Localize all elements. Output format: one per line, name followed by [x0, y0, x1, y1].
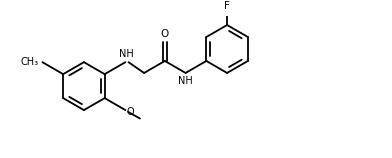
Text: CH₃: CH₃ — [20, 57, 38, 67]
Text: NH: NH — [120, 49, 134, 59]
Text: O: O — [161, 29, 169, 39]
Text: F: F — [224, 1, 230, 11]
Text: NH: NH — [178, 76, 193, 86]
Text: O: O — [126, 107, 134, 117]
